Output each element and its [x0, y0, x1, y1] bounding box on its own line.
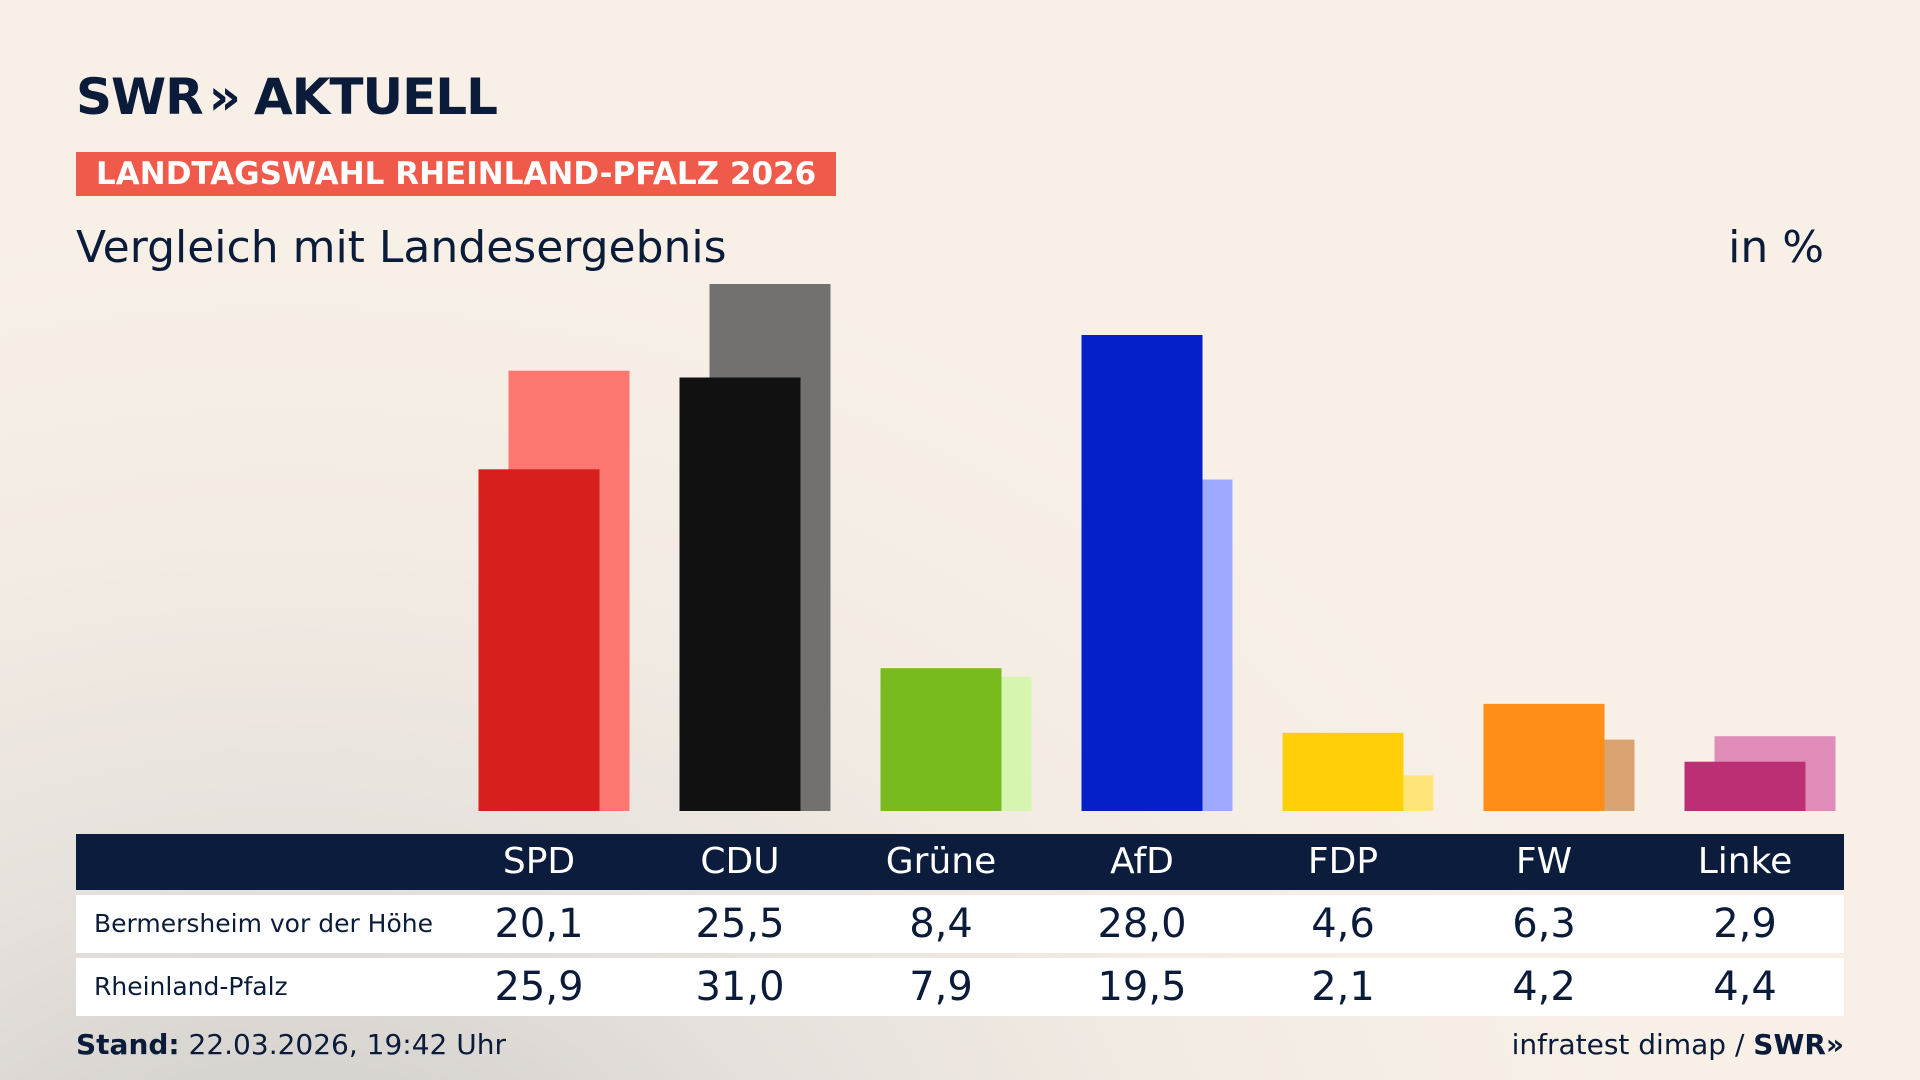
party-header-spd: SPD — [502, 841, 576, 882]
value-cell-local-spd: 20,1 — [494, 901, 584, 947]
value-cell-local-grüne: 8,4 — [909, 901, 973, 947]
party-header-afd: AfD — [1110, 841, 1174, 882]
results-table: SPD CDU Grüne AfD FDP FW Linke Bermersheim vor… — [76, 834, 1844, 1016]
value-cell-local-fw: 6,3 — [1512, 901, 1576, 947]
bar-local-fdp — [1282, 732, 1404, 811]
table-row-local: Bermersheim vor der Höhe 20,1 25,5 8,4 28,0… — [76, 895, 1844, 953]
stand-label: Stand: — [76, 1028, 180, 1061]
source-credit: infratest dimap / SWR» — [1512, 1028, 1844, 1061]
value-cell-local-cdu: 25,5 — [695, 901, 785, 947]
bar-local-afd — [1081, 335, 1203, 811]
chart-subtitle: Vergleich mit Landesergebnis — [76, 222, 727, 273]
bar-local-grüne — [880, 668, 1002, 811]
stand-value: 22.03.2026, 19:42 Uhr — [188, 1028, 506, 1061]
value-cell-state-fdp: 2,1 — [1311, 964, 1375, 1010]
bar-local-cdu — [679, 377, 801, 811]
source-text: infratest dimap / — [1511, 1028, 1745, 1061]
value-cell-state-cdu: 31,0 — [695, 964, 785, 1010]
table-header-row: SPD CDU Grüne AfD FDP FW Linke — [76, 834, 1844, 890]
value-cell-state-spd: 25,9 — [494, 964, 584, 1010]
swr-logo-small: SWR» — [1753, 1028, 1844, 1061]
table-row-state: Rheinland-Pfalz 25,9 31,0 7,9 19,5 2,1 4,2 4,4 — [76, 958, 1844, 1016]
value-cell-local-fdp: 4,6 — [1311, 901, 1375, 947]
row-label-state: Rheinland-Pfalz — [94, 972, 288, 1001]
party-header-grüne: Grüne — [885, 841, 997, 882]
bar-local-linke — [1684, 761, 1806, 811]
unit-label: in % — [1728, 222, 1824, 273]
value-cell-state-afd: 19,5 — [1097, 964, 1187, 1010]
party-header-fdp: FDP — [1307, 841, 1379, 882]
value-cell-state-linke: 4,4 — [1713, 964, 1777, 1010]
value-cell-state-fw: 4,2 — [1512, 964, 1576, 1010]
election-kicker: LANDTAGSWAHL RHEINLAND-PFALZ 2026 — [76, 152, 837, 196]
value-cell-local-afd: 28,0 — [1097, 901, 1187, 947]
value-cell-state-grüne: 7,9 — [909, 964, 973, 1010]
brand-arrows-icon: » — [208, 68, 241, 126]
swr-aktuell-logo: SWR» AKTUELL — [76, 68, 498, 126]
value-cell-local-linke: 2,9 — [1713, 901, 1777, 947]
party-header-cdu: CDU — [700, 841, 780, 882]
bar-local-spd — [478, 469, 600, 811]
brand-aktuell: AKTUELL — [253, 68, 498, 126]
party-header-linke: Linke — [1697, 841, 1793, 882]
row-label-local: Bermersheim vor der Höhe — [94, 909, 433, 938]
bar-local-fw — [1483, 703, 1605, 811]
brand-swr: SWR — [76, 68, 204, 126]
party-header-fw: FW — [1515, 841, 1573, 882]
timestamp: Stand: 22.03.2026, 19:42 Uhr — [76, 1028, 506, 1061]
